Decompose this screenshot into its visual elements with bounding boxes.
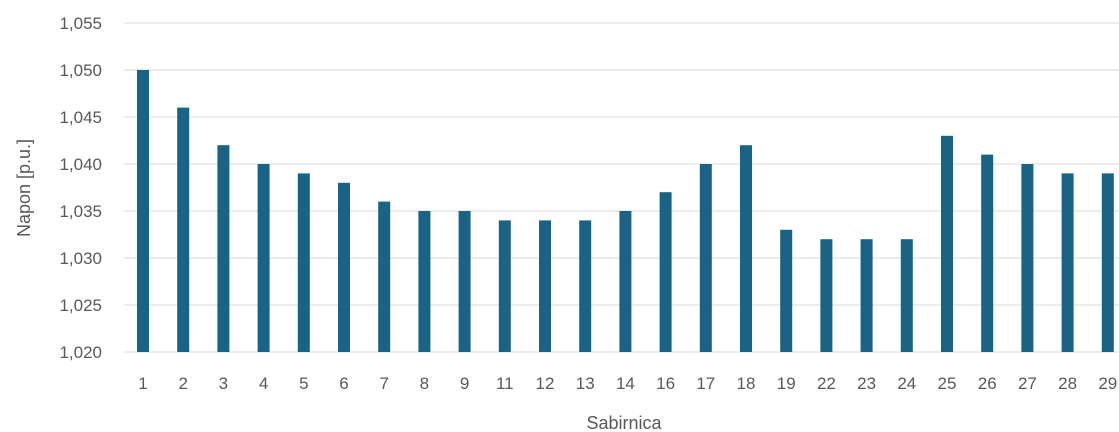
x-tick-label: 9 [460,374,469,393]
y-tick-label: 1,030 [59,249,102,268]
x-tick-label: 24 [897,374,916,393]
x-axis-title: Sabirnica [586,413,662,432]
x-tick-label: 14 [616,374,635,393]
x-tick-label: 23 [857,374,876,393]
x-tick-label: 1 [138,374,147,393]
bar-11 [498,220,511,352]
bar-24 [900,239,913,352]
y-tick-label: 1,025 [59,296,102,315]
bar-17 [699,164,712,352]
bar-8 [418,211,431,352]
x-tick-label: 2 [178,374,187,393]
x-tick-label: 5 [299,374,308,393]
bar-4 [257,164,270,352]
x-tick-label: 27 [1018,374,1037,393]
bar-14 [619,211,632,352]
bars [137,70,1114,352]
x-tick-label: 7 [379,374,388,393]
x-tick-label: 12 [536,374,555,393]
bar-1 [137,70,149,352]
bar-22 [820,239,833,352]
bar-5 [297,173,310,352]
y-tick-label: 1,020 [59,343,102,362]
x-tick-label: 3 [219,374,228,393]
bar-3 [217,145,230,352]
bar-16 [659,192,672,352]
bar-19 [780,229,793,352]
y-tick-label: 1,050 [59,61,102,80]
x-tick-label: 29 [1098,374,1117,393]
x-tick-label: 17 [696,374,715,393]
x-tick-label: 26 [978,374,997,393]
x-tick-label: 13 [576,374,595,393]
bar-27 [1021,164,1034,352]
x-axis-ticks: 1 2 3 4 5 6 7 8 9 11 12 13 14 16 17 18 19 22 23 24 25 26 27 28 2… [138,374,1117,393]
bar-2 [177,107,190,352]
x-tick-label: 28 [1058,374,1077,393]
x-tick-label: 6 [339,374,348,393]
bar-28 [1061,173,1074,352]
bar-6 [338,182,350,352]
x-tick-label: 18 [737,374,756,393]
x-tick-label: 22 [817,374,836,393]
bar-18 [740,145,752,352]
bar-9 [458,211,471,352]
bar-7 [378,201,391,352]
bar-23 [860,239,873,352]
y-tick-label: 1,055 [59,14,102,33]
x-tick-label: 16 [656,374,675,393]
x-tick-label: 11 [496,374,514,393]
y-axis-ticks: 1,020 1,025 1,030 1,035 1,040 1,045 1,050 1,055 [59,14,102,362]
y-tick-label: 1,035 [59,202,102,221]
y-axis-title: Napon [p.u.] [14,139,34,237]
bar-13 [579,220,592,352]
x-tick-label: 4 [259,374,268,393]
y-tick-label: 1,045 [59,108,102,127]
bar-26 [981,154,994,352]
x-tick-label: 19 [777,374,796,393]
x-tick-label: 25 [938,374,957,393]
x-tick-label: 8 [420,374,429,393]
y-tick-label: 1,040 [59,155,102,174]
bar-12 [539,220,551,352]
bar-29 [1101,173,1114,352]
bar-25 [941,135,953,352]
